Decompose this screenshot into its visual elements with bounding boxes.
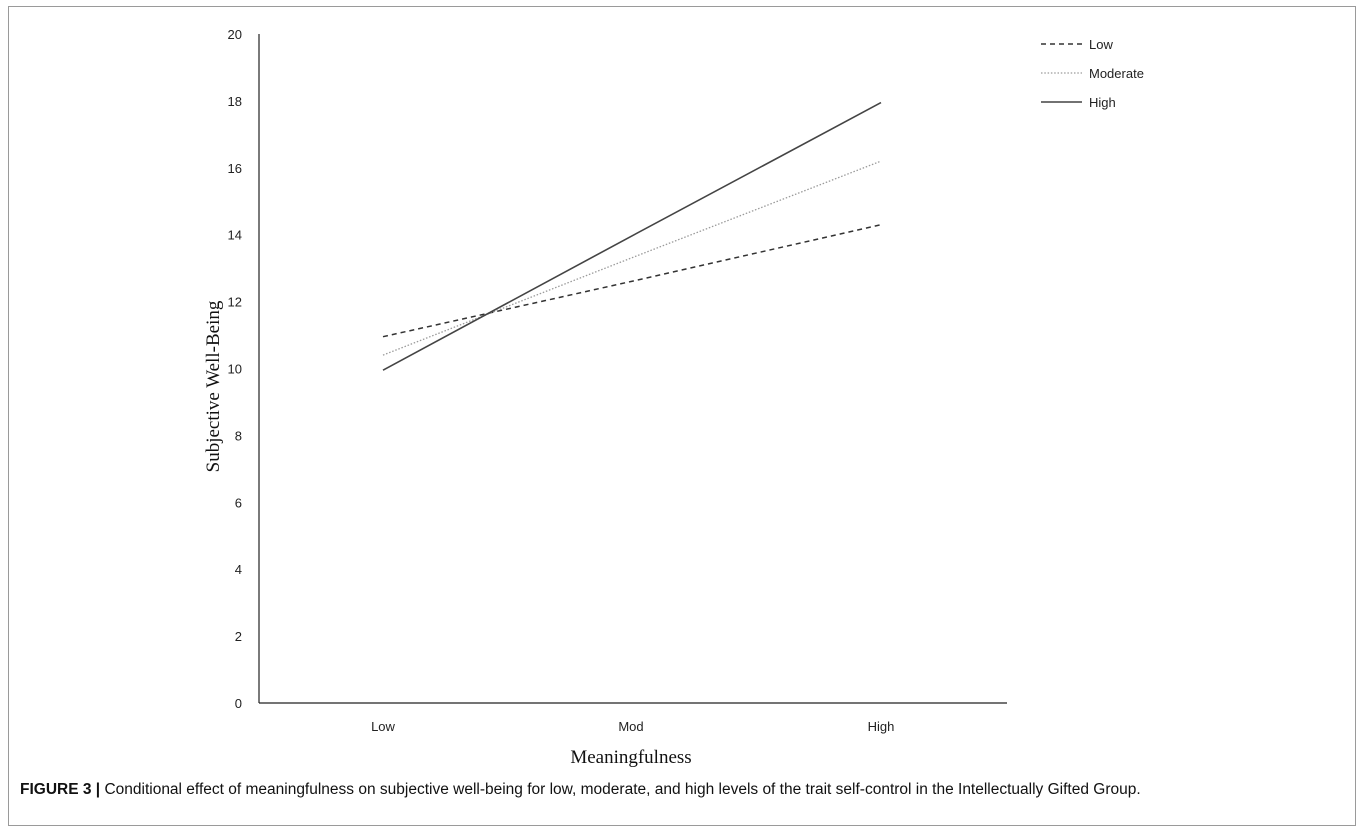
y-tick-label: 18 [228, 94, 242, 109]
y-tick-label: 12 [228, 295, 242, 310]
figure-frame [8, 6, 1356, 826]
series-line-low [382, 223, 882, 338]
y-tick-label: 14 [228, 228, 242, 243]
y-axis-title: Subjective Well-Being [203, 300, 224, 472]
chart-legend: Low Moderate High [1041, 37, 1144, 110]
y-tick-label: 20 [228, 27, 242, 42]
series-lines [382, 101, 882, 371]
x-axis-title: Meaningfulness [570, 747, 691, 768]
caption-text: Conditional effect of meaningfulness on … [100, 781, 1141, 798]
y-tick-label: 0 [235, 696, 242, 711]
series-line-high [382, 101, 882, 371]
y-axis-ticks: 0 2 4 6 8 10 12 14 16 18 20 [228, 27, 242, 711]
legend-label-moderate: Moderate [1089, 66, 1144, 81]
legend-label-low: Low [1089, 37, 1113, 52]
y-tick-label: 16 [228, 161, 242, 176]
figure-caption: FIGURE 3 | Conditional effect of meaning… [20, 781, 1350, 799]
x-tick-label: Mod [618, 719, 643, 734]
y-tick-label: 2 [235, 629, 242, 644]
legend-label-high: High [1089, 95, 1116, 110]
line-chart: 0 2 4 6 8 10 12 14 16 18 20 Low Mod High Meaningfuln… [203, 27, 1144, 768]
series-line-moderate [382, 160, 882, 356]
y-tick-label: 8 [235, 428, 242, 443]
x-axis-ticks: Low Mod High [371, 719, 894, 734]
y-tick-label: 6 [235, 495, 242, 510]
x-tick-label: Low [371, 719, 395, 734]
x-tick-label: High [868, 719, 895, 734]
y-tick-label: 10 [228, 362, 242, 377]
y-tick-label: 4 [235, 562, 242, 577]
caption-label: FIGURE 3 | [20, 781, 101, 798]
